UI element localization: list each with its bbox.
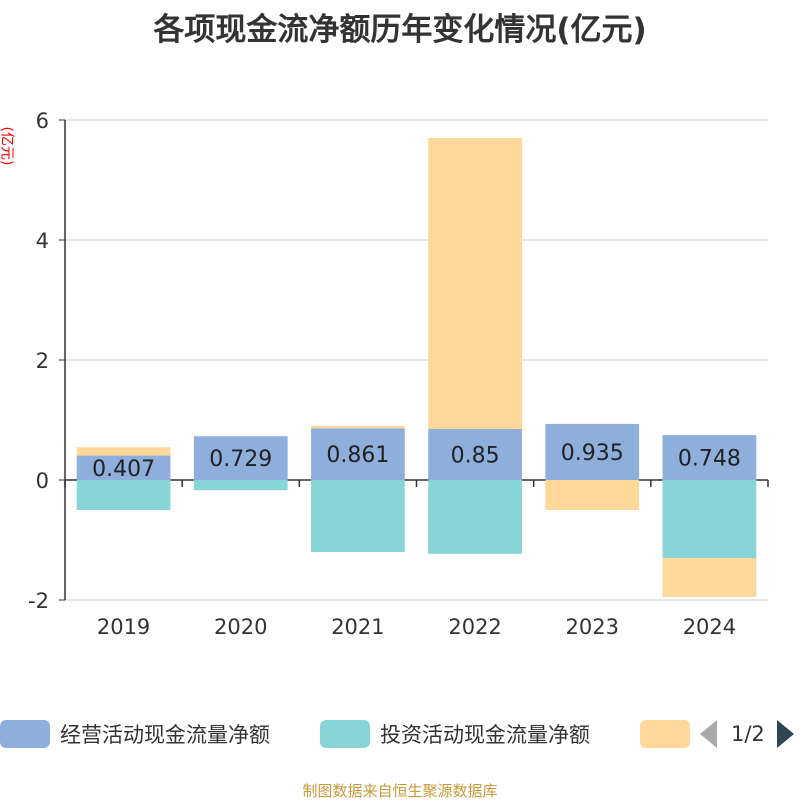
data-label-2022: 0.85 [451, 444, 500, 469]
bar-2019-series-1 [76, 480, 171, 510]
bar-2022-series-0 [428, 429, 522, 480]
legend-item-investing[interactable]: 投资活动现金流量净额 [320, 718, 590, 750]
legend-label-investing: 投资活动现金流量净额 [380, 723, 590, 747]
y-tick-label: 2 [36, 349, 49, 373]
x-tick-label: 2023 [566, 615, 619, 639]
bar-2021-series-2 [311, 425, 405, 429]
legend-pager: 1/2 [700, 718, 794, 750]
x-tick-label: 2020 [214, 615, 267, 639]
y-tick-label: 4 [36, 229, 49, 253]
y-tick-label: 0 [36, 469, 49, 493]
x-tick-label: 2021 [331, 615, 384, 639]
data-label-2024: 0.748 [678, 447, 741, 472]
bar-2023-series-2 [545, 480, 640, 510]
data-label-2019: 0.407 [92, 457, 155, 482]
legend-label-operating: 经营活动现金流量净额 [60, 723, 270, 747]
bar-2024-series-0 [662, 435, 757, 480]
bar-2019-series-2 [76, 447, 171, 456]
pager-next-icon[interactable] [776, 720, 794, 748]
data-label-2020: 0.729 [209, 447, 272, 472]
legend-page-indicator: 1/2 [731, 722, 765, 746]
source-note: 制图数据来自恒生聚源数据库 [302, 782, 498, 800]
x-tick-label: 2024 [683, 615, 736, 639]
bar-2019-series-0 [76, 455, 171, 480]
y-tick-label: -2 [28, 589, 49, 613]
bar-2020-series-0 [193, 436, 288, 480]
bar-2020-series-1 [193, 480, 288, 491]
data-label-2023: 0.935 [561, 441, 624, 466]
x-tick-label: 2022 [448, 615, 501, 639]
bar-2022-series-1 [428, 480, 522, 554]
bar-2023-series-0 [545, 423, 640, 480]
bar-2022-series-2 [428, 138, 522, 429]
bar-2021-series-0 [311, 428, 405, 480]
y-tick-label: 6 [36, 109, 49, 133]
legend-swatch-third [640, 720, 690, 748]
legend-item-third[interactable] [640, 718, 690, 750]
bar-2021-series-1 [311, 480, 405, 552]
legend-item-operating[interactable]: 经营活动现金流量净额 [0, 718, 270, 750]
pager-prev-icon[interactable] [700, 720, 717, 748]
bar-2024-series-1 [662, 480, 757, 558]
chart-title: 各项现金流净额历年变化情况(亿元) [153, 12, 647, 48]
bar-2024-series-2 [662, 558, 757, 597]
legend-swatch-operating [0, 720, 50, 748]
x-tick-label: 2019 [97, 615, 150, 639]
data-label-2021: 0.861 [326, 443, 389, 468]
legend-swatch-investing [320, 720, 370, 748]
